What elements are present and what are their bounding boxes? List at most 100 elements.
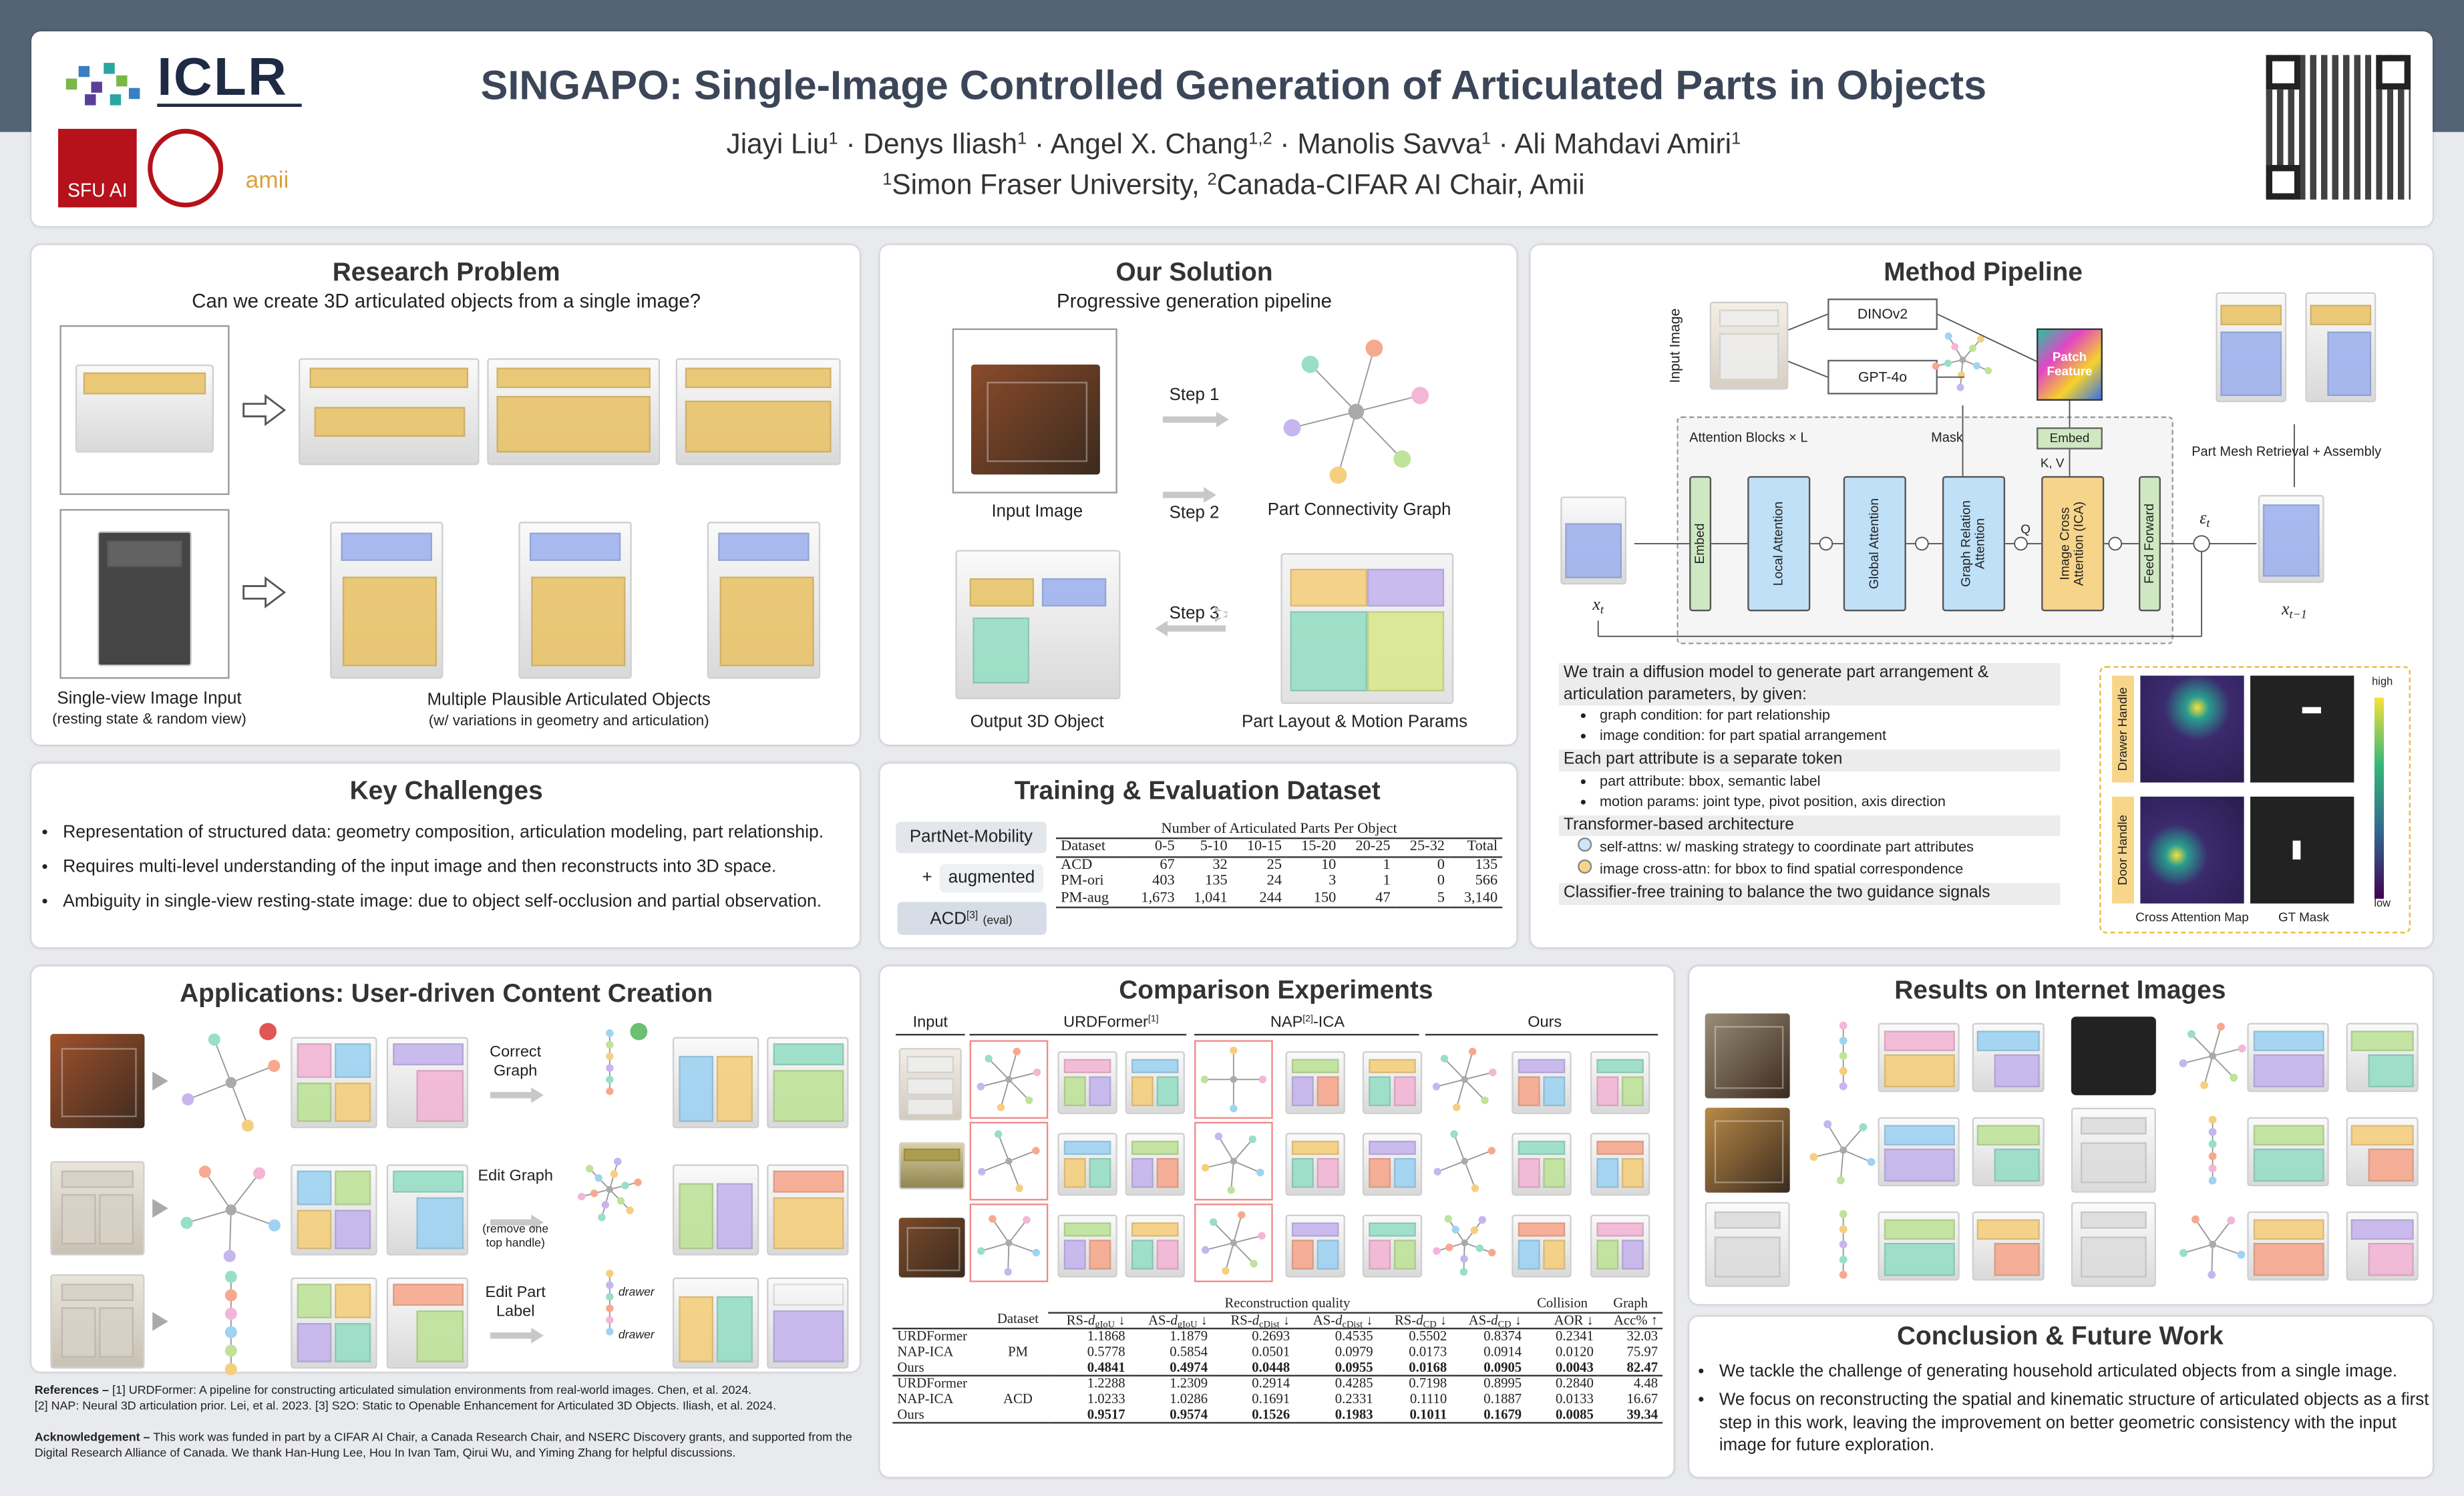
arrow bbox=[152, 1312, 168, 1331]
values: 0.0173 bbox=[1409, 1343, 1447, 1360]
values: 4.48 bbox=[1633, 1375, 1658, 1391]
bullets: part attribute: bbox, semantic label bbox=[1600, 773, 1821, 789]
input-label: Single-view Image Input bbox=[57, 689, 242, 709]
encoders: GPT-4o bbox=[1858, 369, 1908, 385]
symbol: d bbox=[1087, 1311, 1095, 1328]
graph-node bbox=[2179, 1249, 2187, 1258]
object-part bbox=[2262, 505, 2320, 578]
bullet-dot bbox=[1578, 837, 1592, 853]
graph-edge bbox=[213, 1039, 232, 1083]
object-part bbox=[1883, 1054, 1954, 1087]
logo-dot bbox=[128, 87, 140, 100]
graph-edge bbox=[1464, 1150, 1492, 1162]
graph-node bbox=[1445, 1244, 1453, 1252]
failure-box bbox=[969, 1203, 1049, 1282]
graph-node bbox=[1839, 1037, 1847, 1045]
bullet-dot bbox=[1578, 860, 1592, 874]
object-part bbox=[1977, 1031, 2040, 1051]
graph-edge bbox=[1839, 1150, 1844, 1181]
column-header: Ours bbox=[1528, 1014, 1562, 1032]
values: 0.5854 bbox=[1170, 1343, 1208, 1360]
values: 1.1879 bbox=[1170, 1328, 1208, 1344]
colorbar: high bbox=[2372, 677, 2393, 689]
encoders: DINOv2 bbox=[1857, 306, 1908, 322]
qr-corner bbox=[2266, 165, 2301, 200]
bullets: We focus on reconstructing the spatial a… bbox=[1719, 1389, 2445, 1457]
object-render bbox=[386, 1164, 469, 1256]
main: x bbox=[2282, 600, 2290, 619]
graph-node bbox=[606, 1064, 614, 1072]
arrow-shape bbox=[242, 576, 287, 608]
object-part bbox=[1977, 1125, 2040, 1145]
object-part bbox=[1368, 1140, 1417, 1155]
object-part bbox=[340, 532, 433, 560]
base: PartNet-Mobility bbox=[909, 827, 1033, 847]
source-tag bbox=[897, 902, 1047, 935]
values: 0.1526 bbox=[1212, 1406, 1295, 1425]
object-part bbox=[1156, 1077, 1179, 1107]
header-row: Dataset 0-5 5-10 10-15 15-20 20-25 25-32 Total bbox=[1056, 839, 1503, 858]
object-part bbox=[2252, 1242, 2324, 1276]
graph-edge bbox=[1233, 1160, 1261, 1173]
aff: 1 bbox=[1731, 130, 1741, 149]
object-part bbox=[772, 1043, 844, 1065]
row-label-box bbox=[2112, 675, 2134, 783]
object-part bbox=[1131, 1077, 1154, 1107]
object-part bbox=[1291, 1140, 1339, 1155]
columns: Total bbox=[1449, 839, 1503, 858]
dataset: ACD bbox=[987, 1376, 1049, 1425]
transformer-block bbox=[1942, 476, 2006, 612]
graph-edge bbox=[1225, 1242, 1234, 1272]
graph-edge bbox=[2212, 1055, 2234, 1079]
bullet: image cross-attn: for bbox to find spati… bbox=[1572, 860, 2061, 880]
subtitle: Progressive generation pipeline bbox=[1057, 290, 1333, 313]
graph-node bbox=[2237, 1250, 2246, 1259]
graph-node bbox=[2187, 1030, 2195, 1039]
graph-node bbox=[994, 1130, 1003, 1138]
object-render bbox=[1362, 1051, 1423, 1115]
object-render bbox=[1878, 1022, 1960, 1093]
graph-edge bbox=[1843, 1127, 1864, 1151]
graph-node bbox=[1839, 1082, 1847, 1091]
attention-map bbox=[2140, 675, 2244, 783]
object-part bbox=[685, 401, 832, 453]
groups: Reconstruction quality bbox=[1048, 1295, 1527, 1314]
object-part bbox=[1883, 1125, 1954, 1145]
object-part bbox=[333, 1322, 372, 1363]
graph-node bbox=[585, 1165, 594, 1173]
columns: 20-25 bbox=[1341, 839, 1395, 858]
bullet-list: self-attns: w/ masking strategy to coord… bbox=[1559, 837, 2061, 880]
attention-map-frame bbox=[2099, 666, 2411, 934]
steps: Step 2 bbox=[1169, 504, 1220, 523]
graph-node bbox=[1230, 1105, 1238, 1113]
graph-node bbox=[182, 1093, 194, 1106]
arrow-shape bbox=[152, 1312, 168, 1331]
logo-dot bbox=[85, 94, 96, 106]
object-render bbox=[1285, 1133, 1345, 1196]
object-render bbox=[2247, 1117, 2329, 1187]
values: 0.4535 bbox=[1335, 1328, 1373, 1344]
graph-node bbox=[1433, 1247, 1441, 1255]
graph-node bbox=[1489, 1068, 1497, 1077]
graph-node bbox=[1202, 1246, 1210, 1254]
graph-node bbox=[1956, 383, 1964, 391]
part-graph bbox=[2179, 1022, 2246, 1089]
graph-edge bbox=[1464, 1071, 1493, 1081]
values: 0.1679 bbox=[1451, 1406, 1527, 1425]
method: URDFormer bbox=[897, 1328, 968, 1344]
metric-header: AS-dgIoU ↓ bbox=[1129, 1312, 1213, 1330]
object-part bbox=[1596, 1222, 1644, 1238]
column-header: Input bbox=[913, 1014, 948, 1032]
source-tag bbox=[939, 864, 1044, 893]
graph-edge bbox=[230, 1065, 275, 1083]
object-part bbox=[678, 1296, 713, 1363]
values: 0.0914 bbox=[1483, 1343, 1522, 1360]
graph-node bbox=[997, 1103, 1005, 1111]
logo-mark bbox=[65, 63, 140, 106]
graph-node bbox=[1470, 1226, 1479, 1234]
graph-node bbox=[1969, 345, 1976, 352]
photo bbox=[50, 1034, 145, 1129]
part-graph bbox=[1809, 1120, 1876, 1185]
object-render bbox=[2247, 1022, 2329, 1093]
rows: 135 bbox=[1205, 874, 1228, 890]
